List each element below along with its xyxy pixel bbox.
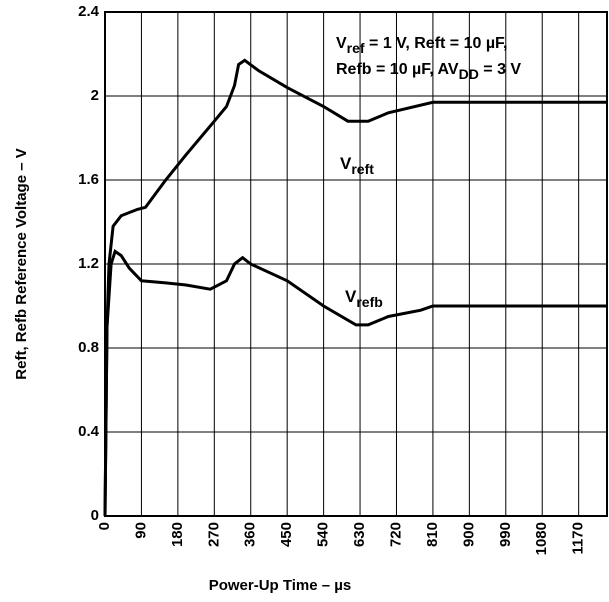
y-tick-label: 0.8 [78,339,99,356]
y-tick-label: 0.4 [78,423,100,440]
y-tick-label: 1.2 [78,255,99,272]
x-tick-label: 630 [351,522,368,547]
x-tick-label: 1170 [570,522,587,555]
series-label-part: V [340,154,352,173]
x-tick-label: 990 [497,522,514,547]
series-label: Vreft [340,154,374,176]
annotation-part: = 1 V, Reft = 10 µF, [365,35,508,52]
x-tick-label: 540 [315,522,332,547]
annotation: Vref = 1 V, Reft = 10 µF, [336,35,508,55]
annotation-part: DD [459,66,479,82]
series-label-part: reft [351,161,374,177]
series-line [103,58,607,517]
x-tick-label: 720 [387,522,404,547]
y-tick-label: 2 [91,87,99,104]
annotation: Refb = 10 µF, AVDD = 3 V [336,61,521,81]
x-tick-label: 360 [242,522,259,547]
y-axis-label: Reft, Refb Reference Voltage – V [13,148,30,379]
x-tick-label: 1080 [533,522,550,555]
annotation-part: Refb = 10 µF, AV [336,61,459,78]
x-tick-label: 90 [132,522,149,539]
x-tick-label: 900 [460,522,477,547]
plot-frame [104,11,608,517]
series-label: Vrefb [345,287,383,309]
x-tick-label: 180 [169,522,186,547]
annotation-part: ref [347,40,365,56]
annotation-part: = 3 V [479,61,522,78]
x-axis-label: Power-Up Time – µs [209,577,352,594]
annotation-part: V [336,35,347,52]
y-tick-label: 1.6 [78,171,99,188]
y-tick-label: 0 [91,507,99,524]
x-tick-label: 810 [424,522,441,547]
y-tick-label: 2.4 [78,3,100,20]
series-label-part: refb [356,294,382,310]
x-tick-label: 0 [96,522,113,530]
series-line [103,249,607,517]
x-tick-label: 450 [278,522,295,547]
x-tick-label: 270 [205,522,222,547]
series-label-part: V [345,287,357,306]
